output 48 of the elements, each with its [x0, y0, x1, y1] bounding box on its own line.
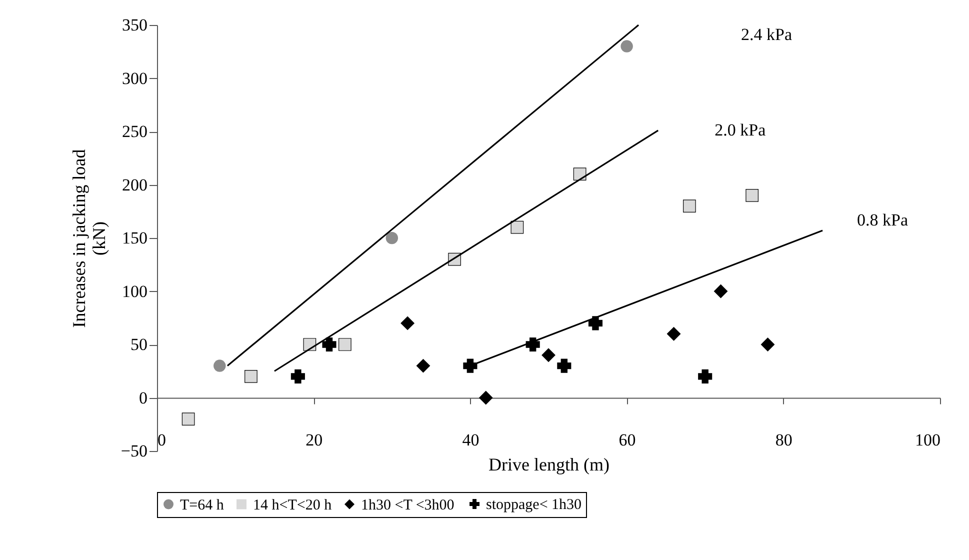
point [479, 391, 493, 404]
point [386, 232, 398, 244]
x-tick-label: 100 [915, 430, 940, 450]
y-axis-title: Increases in jacking load (kN) [68, 149, 109, 328]
x-tick-label: 80 [775, 430, 792, 450]
point [526, 337, 540, 352]
y-tick-label: 200 [122, 175, 148, 194]
annotation: 2.0 kPa [714, 120, 766, 140]
x-tick-label: 60 [618, 430, 636, 450]
point [182, 412, 195, 426]
point [667, 327, 681, 341]
point [290, 369, 305, 384]
point [588, 316, 603, 330]
point [244, 370, 258, 383]
legend-label: 14 h<T<20 h [253, 497, 332, 514]
x-tick-label: 40 [462, 430, 480, 450]
y-tick-label: 250 [122, 122, 148, 141]
point [698, 369, 712, 384]
point [714, 284, 728, 298]
point [557, 358, 572, 373]
x-tick-label: 0 [158, 430, 166, 450]
point [620, 40, 633, 52]
y-tick-label: −50 [120, 442, 148, 460]
point [338, 338, 352, 351]
annotation: 2.4 kPa [741, 25, 792, 44]
point [542, 348, 556, 362]
y-tick-label: 0 [139, 388, 148, 408]
y-tick-label: 150 [122, 228, 148, 248]
point [214, 360, 226, 372]
y-tick-label: 300 [122, 68, 148, 88]
point [761, 338, 774, 352]
point [510, 220, 524, 234]
point [400, 316, 414, 330]
point [573, 168, 586, 181]
annotation: 0.8 kPa [857, 210, 909, 230]
x-axis-title: Drive length (m) [488, 454, 610, 474]
point [683, 200, 696, 212]
y-tick-label: 100 [122, 282, 148, 301]
legend-label: stoppage< 1h30 [486, 496, 582, 513]
point [746, 188, 759, 202]
y-tick-label: 350 [122, 16, 148, 34]
legend-label: T=64 h [180, 497, 224, 514]
y-tick-label: 50 [130, 335, 148, 354]
x-tick-label: 20 [306, 430, 323, 450]
point [463, 358, 478, 373]
point [322, 337, 336, 352]
point [416, 359, 430, 373]
legend-label: 1h30 <T <3h00 [361, 497, 454, 514]
